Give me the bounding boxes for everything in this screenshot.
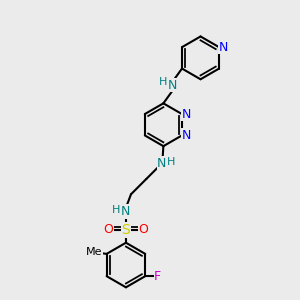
Text: H: H — [112, 205, 121, 215]
Text: Me: Me — [86, 247, 102, 256]
Text: H: H — [159, 77, 167, 87]
Text: N: N — [182, 129, 191, 142]
Text: N: N — [167, 79, 177, 92]
Text: H: H — [167, 157, 176, 167]
Text: O: O — [138, 224, 148, 236]
Text: N: N — [121, 205, 130, 218]
Text: S: S — [122, 223, 130, 237]
Text: F: F — [154, 270, 161, 283]
Text: O: O — [104, 224, 114, 236]
Text: N: N — [182, 107, 191, 121]
Text: N: N — [157, 157, 167, 170]
Text: N: N — [219, 41, 228, 54]
